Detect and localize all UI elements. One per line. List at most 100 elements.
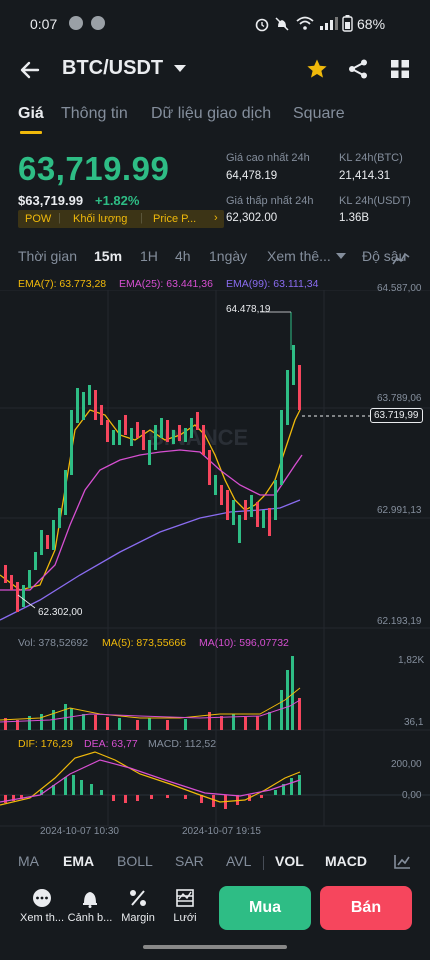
timeframe-more[interactable]: Xem thê... [267,248,331,264]
indicator-ma[interactable]: MA [18,853,39,869]
tag-price-p[interactable]: Price P... [153,213,197,225]
vol-legend: Vol: 378,52692 [18,637,89,649]
high-value: 64,478.19 [226,170,278,182]
low-marker-label: 62.302,00 [38,607,83,618]
indicator-ema[interactable]: EMA [63,853,95,869]
back-arrow-icon[interactable] [18,58,42,82]
current-price-tag: 63.719,99 [370,408,423,423]
share-icon[interactable] [347,58,369,80]
indicator-avl[interactable]: AVL [226,853,252,869]
tool-grid[interactable]: Lưới [157,888,213,924]
vol-btc-value: 21,414.31 [339,170,391,182]
timeframe-bar: Thời gian 15m 1H 4h 1ngày Xem thê... Độ … [0,244,430,272]
indicator-vol[interactable]: VOL [275,853,304,869]
ema25-legend: EMA(25): 63.441,36 [119,278,213,290]
more-dots-icon [33,889,51,907]
volume-bars [4,656,301,730]
candles [4,312,301,612]
status-time: 0:07 [30,16,58,32]
chart-settings-icon[interactable] [393,854,411,870]
low-value: 62,302.00 [226,212,278,224]
price-axis-1: 64.587,00 [377,283,422,294]
time-axis-2: 2024-10-07 19:15 [182,826,261,837]
battery-icon [342,15,353,32]
battery-percent: 68% [357,16,386,32]
macd-dea-legend: DEA: 63,77 [84,738,138,750]
tab-square[interactable]: Square [293,105,345,122]
price-axis-2: 63.789,06 [377,393,422,404]
macd-dea-line [0,759,301,803]
pair-title[interactable]: BTC/USDT [62,57,164,79]
tool-more-label: Xem th... [19,912,65,924]
tool-grid-label: Lưới [173,912,197,924]
vol-axis-top: 1,82K [398,655,425,666]
alarm-icon [255,18,269,32]
usd-price: $63,719.99 [18,193,84,208]
buy-button[interactable]: Mua [219,886,311,930]
bell-icon [83,892,97,908]
tool-more[interactable]: Xem th... [14,888,70,924]
ema99-legend: EMA(99): 63.111,34 [226,278,319,290]
tags-more-icon[interactable]: › [214,212,218,224]
grid-trading-icon [176,889,194,907]
vol-ma10-line [0,699,301,723]
mute-icon [275,17,289,31]
sell-button[interactable]: Bán [320,886,412,930]
tag-volume[interactable]: Khối lượng [73,213,128,225]
tool-margin-label: Margin [121,912,155,924]
facebook-notification-icon [91,16,105,30]
price-axis-3: 62.991,13 [377,505,422,516]
tag-pow[interactable]: POW [25,213,52,225]
vol-usdt-value: 1.36B [339,212,370,224]
vol-ma10-legend: MA(10): 596,07732 [199,637,289,649]
timeframe-15m[interactable]: 15m [94,248,123,264]
timeframe-4h[interactable]: 4h [175,248,191,264]
high-label: Giá cao nhất 24h [226,152,310,164]
tab-trading-data[interactable]: Dữ liệu giao dịch [151,105,272,122]
macd-dif-legend: DIF: 176,29 [18,738,73,750]
signal-icon [320,17,338,30]
vol-ma5-line [0,687,301,721]
status-bar: 0:07 68% [0,0,430,48]
tag-strip: POW | Khối lượng | Price P... › [18,210,224,228]
home-indicator[interactable] [143,945,287,949]
tab-price[interactable]: Giá [18,105,44,122]
vol-btc-label: KL 24h(BTC) [339,152,403,164]
top-nav: BTC/USDT [0,48,430,92]
low-marker-line [17,594,36,609]
timeframe-more-caret-icon[interactable] [336,253,346,260]
price-change: +1.82% [95,193,140,208]
star-icon[interactable] [306,58,328,80]
caret-down-icon[interactable] [173,64,187,74]
timeframe-1day[interactable]: 1ngày [209,248,248,264]
tool-margin[interactable]: Margin [110,888,166,924]
tab-info[interactable]: Thông tin [61,105,128,122]
depth-chart-icon[interactable] [392,250,410,266]
percent-icon [130,890,146,906]
time-axis-1: 2024-10-07 10:30 [40,826,119,837]
wifi-icon [296,16,314,30]
page-tabs: Giá Thông tin Dữ liệu giao dịch Square [0,100,430,140]
vol-ma5-legend: MA(5): 873,55666 [102,637,187,649]
vol-usdt-label: KL 24h(USDT) [339,195,411,207]
indicator-divider [263,856,264,870]
grid-icon[interactable] [390,59,410,79]
tool-alert[interactable]: Cảnh b... [62,888,118,924]
timeframe-1h[interactable]: 1H [140,248,158,264]
indicator-bar: MA EMA BOLL SAR AVL VOL MACD [0,848,430,876]
macd-axis-top: 200,00 [391,759,422,770]
timeframe-label[interactable]: Thời gian [18,248,77,264]
tool-alert-label: Cảnh b... [67,912,113,924]
high-marker-label: 64.478,19 [226,304,271,315]
indicator-sar[interactable]: SAR [175,853,204,869]
indicator-boll[interactable]: BOLL [117,853,153,869]
price-axis-4: 62.193,19 [377,616,422,627]
indicator-macd[interactable]: MACD [325,853,367,869]
macd-axis-zero: 0,00 [402,790,422,801]
kline-chart[interactable]: BINANCE [0,290,430,840]
vol-axis-bottom: 36,1 [404,717,424,728]
macd-histogram [4,775,301,809]
ema7-legend: EMA(7): 63.773,28 [18,278,107,290]
low-label: Giá thấp nhất 24h [226,195,314,207]
last-price: 63,719.99 [18,150,170,187]
